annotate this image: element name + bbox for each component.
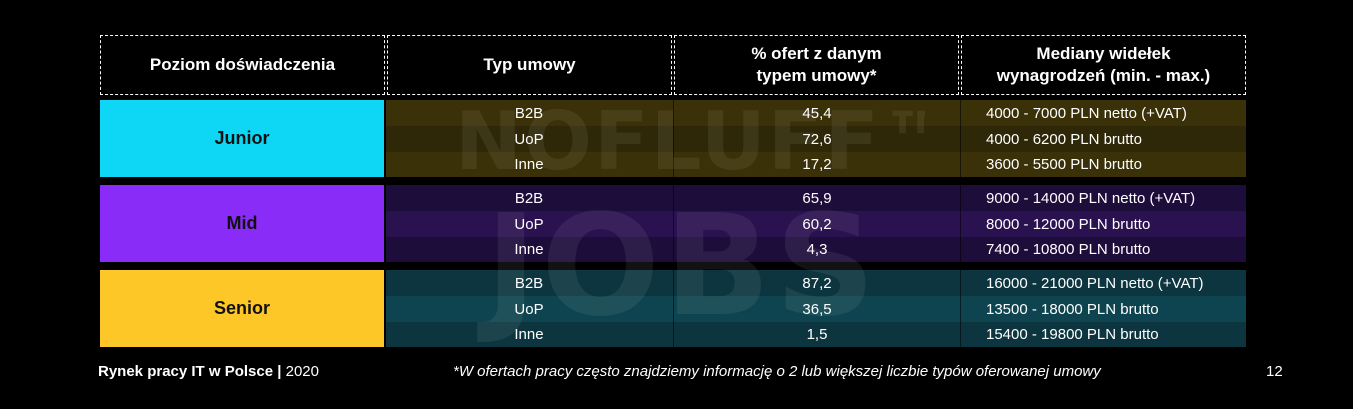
column-divider (960, 237, 961, 262)
cell-percent: 60,2 (802, 215, 832, 233)
cell-percent: 17,2 (802, 156, 832, 173)
level-label: Mid (226, 213, 258, 233)
header-salary-line1: Mediany widełek (1036, 44, 1171, 63)
cell-salary: 15400 - 19800 PLN brutto (986, 326, 1159, 343)
column-divider (673, 296, 674, 322)
cell-percent: 36,5 (802, 300, 832, 318)
column-divider (673, 100, 674, 126)
footer-note: *W ofertach pracy często znajdziemy info… (453, 363, 1101, 380)
footer-title-bold: Rynek pracy IT w Polsce | (98, 363, 282, 380)
level-cell-mid: Mid (100, 185, 384, 262)
footer-title: Rynek pracy IT w Polsce | 2020 (98, 363, 319, 380)
table-row: UoP 72,6 4000 - 6200 PLN brutto (386, 126, 1246, 152)
header-salary: Mediany widełek wynagrodzeń (min. - max.… (961, 35, 1246, 95)
column-divider (673, 152, 674, 177)
cell-type: UoP (514, 215, 544, 233)
header-percent-line2: typem umowy* (756, 66, 877, 85)
cell-salary: 7400 - 10800 PLN brutto (986, 241, 1151, 258)
table-row: Inne 1,5 15400 - 19800 PLN brutto (386, 322, 1246, 347)
column-divider (960, 152, 961, 177)
level-label: Senior (213, 298, 270, 318)
page-number: 12 (1266, 363, 1283, 380)
cell-type: Inne (514, 326, 544, 343)
level-label: Junior (214, 128, 270, 148)
column-divider (673, 211, 674, 237)
cell-salary: 4000 - 7000 PLN netto (+VAT) (986, 104, 1187, 122)
column-divider (673, 185, 674, 211)
column-divider (673, 270, 674, 296)
column-divider (960, 296, 961, 322)
cell-type: B2B (514, 274, 544, 292)
cell-percent: 87,2 (802, 274, 832, 292)
cell-salary: 3600 - 5500 PLN brutto (986, 156, 1142, 173)
cell-percent: 1,5 (806, 326, 828, 343)
header-level: Poziom doświadczenia (100, 35, 385, 95)
column-divider (960, 322, 961, 347)
table-row: UoP 36,5 13500 - 18000 PLN brutto (386, 296, 1246, 322)
cell-salary: 4000 - 6200 PLN brutto (986, 130, 1142, 148)
column-divider (960, 270, 961, 296)
header-level-text: Poziom doświadczenia (149, 55, 336, 74)
table-row: UoP 60,2 8000 - 12000 PLN brutto (386, 211, 1246, 237)
cell-percent: 72,6 (802, 130, 832, 148)
column-divider (673, 237, 674, 262)
cell-type: UoP (514, 300, 544, 318)
column-divider (960, 100, 961, 126)
header-percent: % ofert z danym typem umowy* (674, 35, 959, 95)
header-salary-line2: wynagrodzeń (min. - max.) (996, 66, 1211, 85)
table-row: B2B 45,4 4000 - 7000 PLN netto (+VAT) (386, 100, 1246, 126)
header-contract: Typ umowy (387, 35, 672, 95)
cell-percent: 4,3 (806, 241, 828, 258)
cell-type: Inne (514, 241, 544, 258)
cell-percent: 45,4 (802, 104, 832, 122)
header-percent-line1: % ofert z danym (751, 44, 882, 63)
level-cell-junior: Junior (100, 100, 384, 177)
column-divider (960, 211, 961, 237)
cell-type: B2B (514, 104, 544, 122)
table-row: B2B 87,2 16000 - 21000 PLN netto (+VAT) (386, 270, 1246, 296)
table-row: Inne 17,2 3600 - 5500 PLN brutto (386, 152, 1246, 177)
column-divider (960, 185, 961, 211)
cell-salary: 9000 - 14000 PLN netto (+VAT) (986, 189, 1196, 207)
cell-type: Inne (514, 156, 544, 173)
cell-salary: 13500 - 18000 PLN brutto (986, 300, 1159, 318)
cell-type: B2B (514, 189, 544, 207)
table-row: B2B 65,9 9000 - 14000 PLN netto (+VAT) (386, 185, 1246, 211)
column-divider (673, 322, 674, 347)
cell-percent: 65,9 (802, 189, 832, 207)
level-cell-senior: Senior (100, 270, 384, 347)
cell-type: UoP (514, 130, 544, 148)
footer-year: 2020 (281, 363, 319, 380)
cell-salary: 8000 - 12000 PLN brutto (986, 215, 1151, 233)
cell-salary: 16000 - 21000 PLN netto (+VAT) (986, 274, 1204, 292)
column-divider (673, 126, 674, 152)
header-contract-text: Typ umowy (483, 55, 576, 74)
table-row: Inne 4,3 7400 - 10800 PLN brutto (386, 237, 1246, 262)
column-divider (960, 126, 961, 152)
